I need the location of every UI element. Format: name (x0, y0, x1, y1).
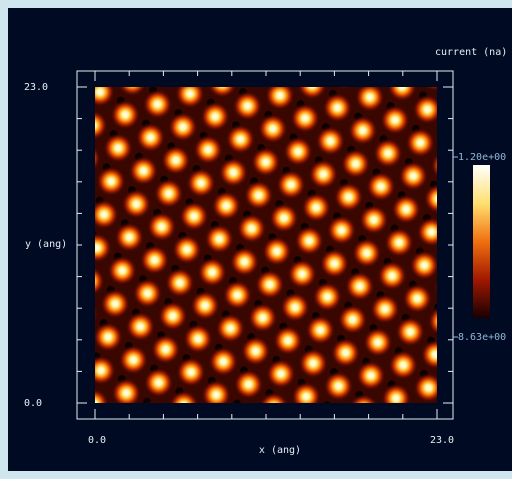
y-tick-label: 23.0 (24, 82, 48, 93)
colorbar-tick-label: 8.63e+00 (458, 332, 506, 343)
colorbar-tick-label: 1.20e+00 (458, 152, 506, 163)
x-tick-label: 0.0 (88, 435, 106, 446)
stm-image (95, 87, 437, 403)
colorbar (473, 165, 490, 318)
x-tick-label: 23.0 (430, 435, 454, 446)
colorbar-ticks: 1.20e+00 8.63e+00 (453, 152, 506, 343)
chart-title: current (na) (435, 47, 507, 58)
y-tick-label: 0.0 (24, 398, 42, 409)
minor-ticks (77, 71, 453, 419)
x-axis-label: x (ang) (259, 445, 301, 456)
y-axis-label: y (ang) (25, 239, 67, 250)
